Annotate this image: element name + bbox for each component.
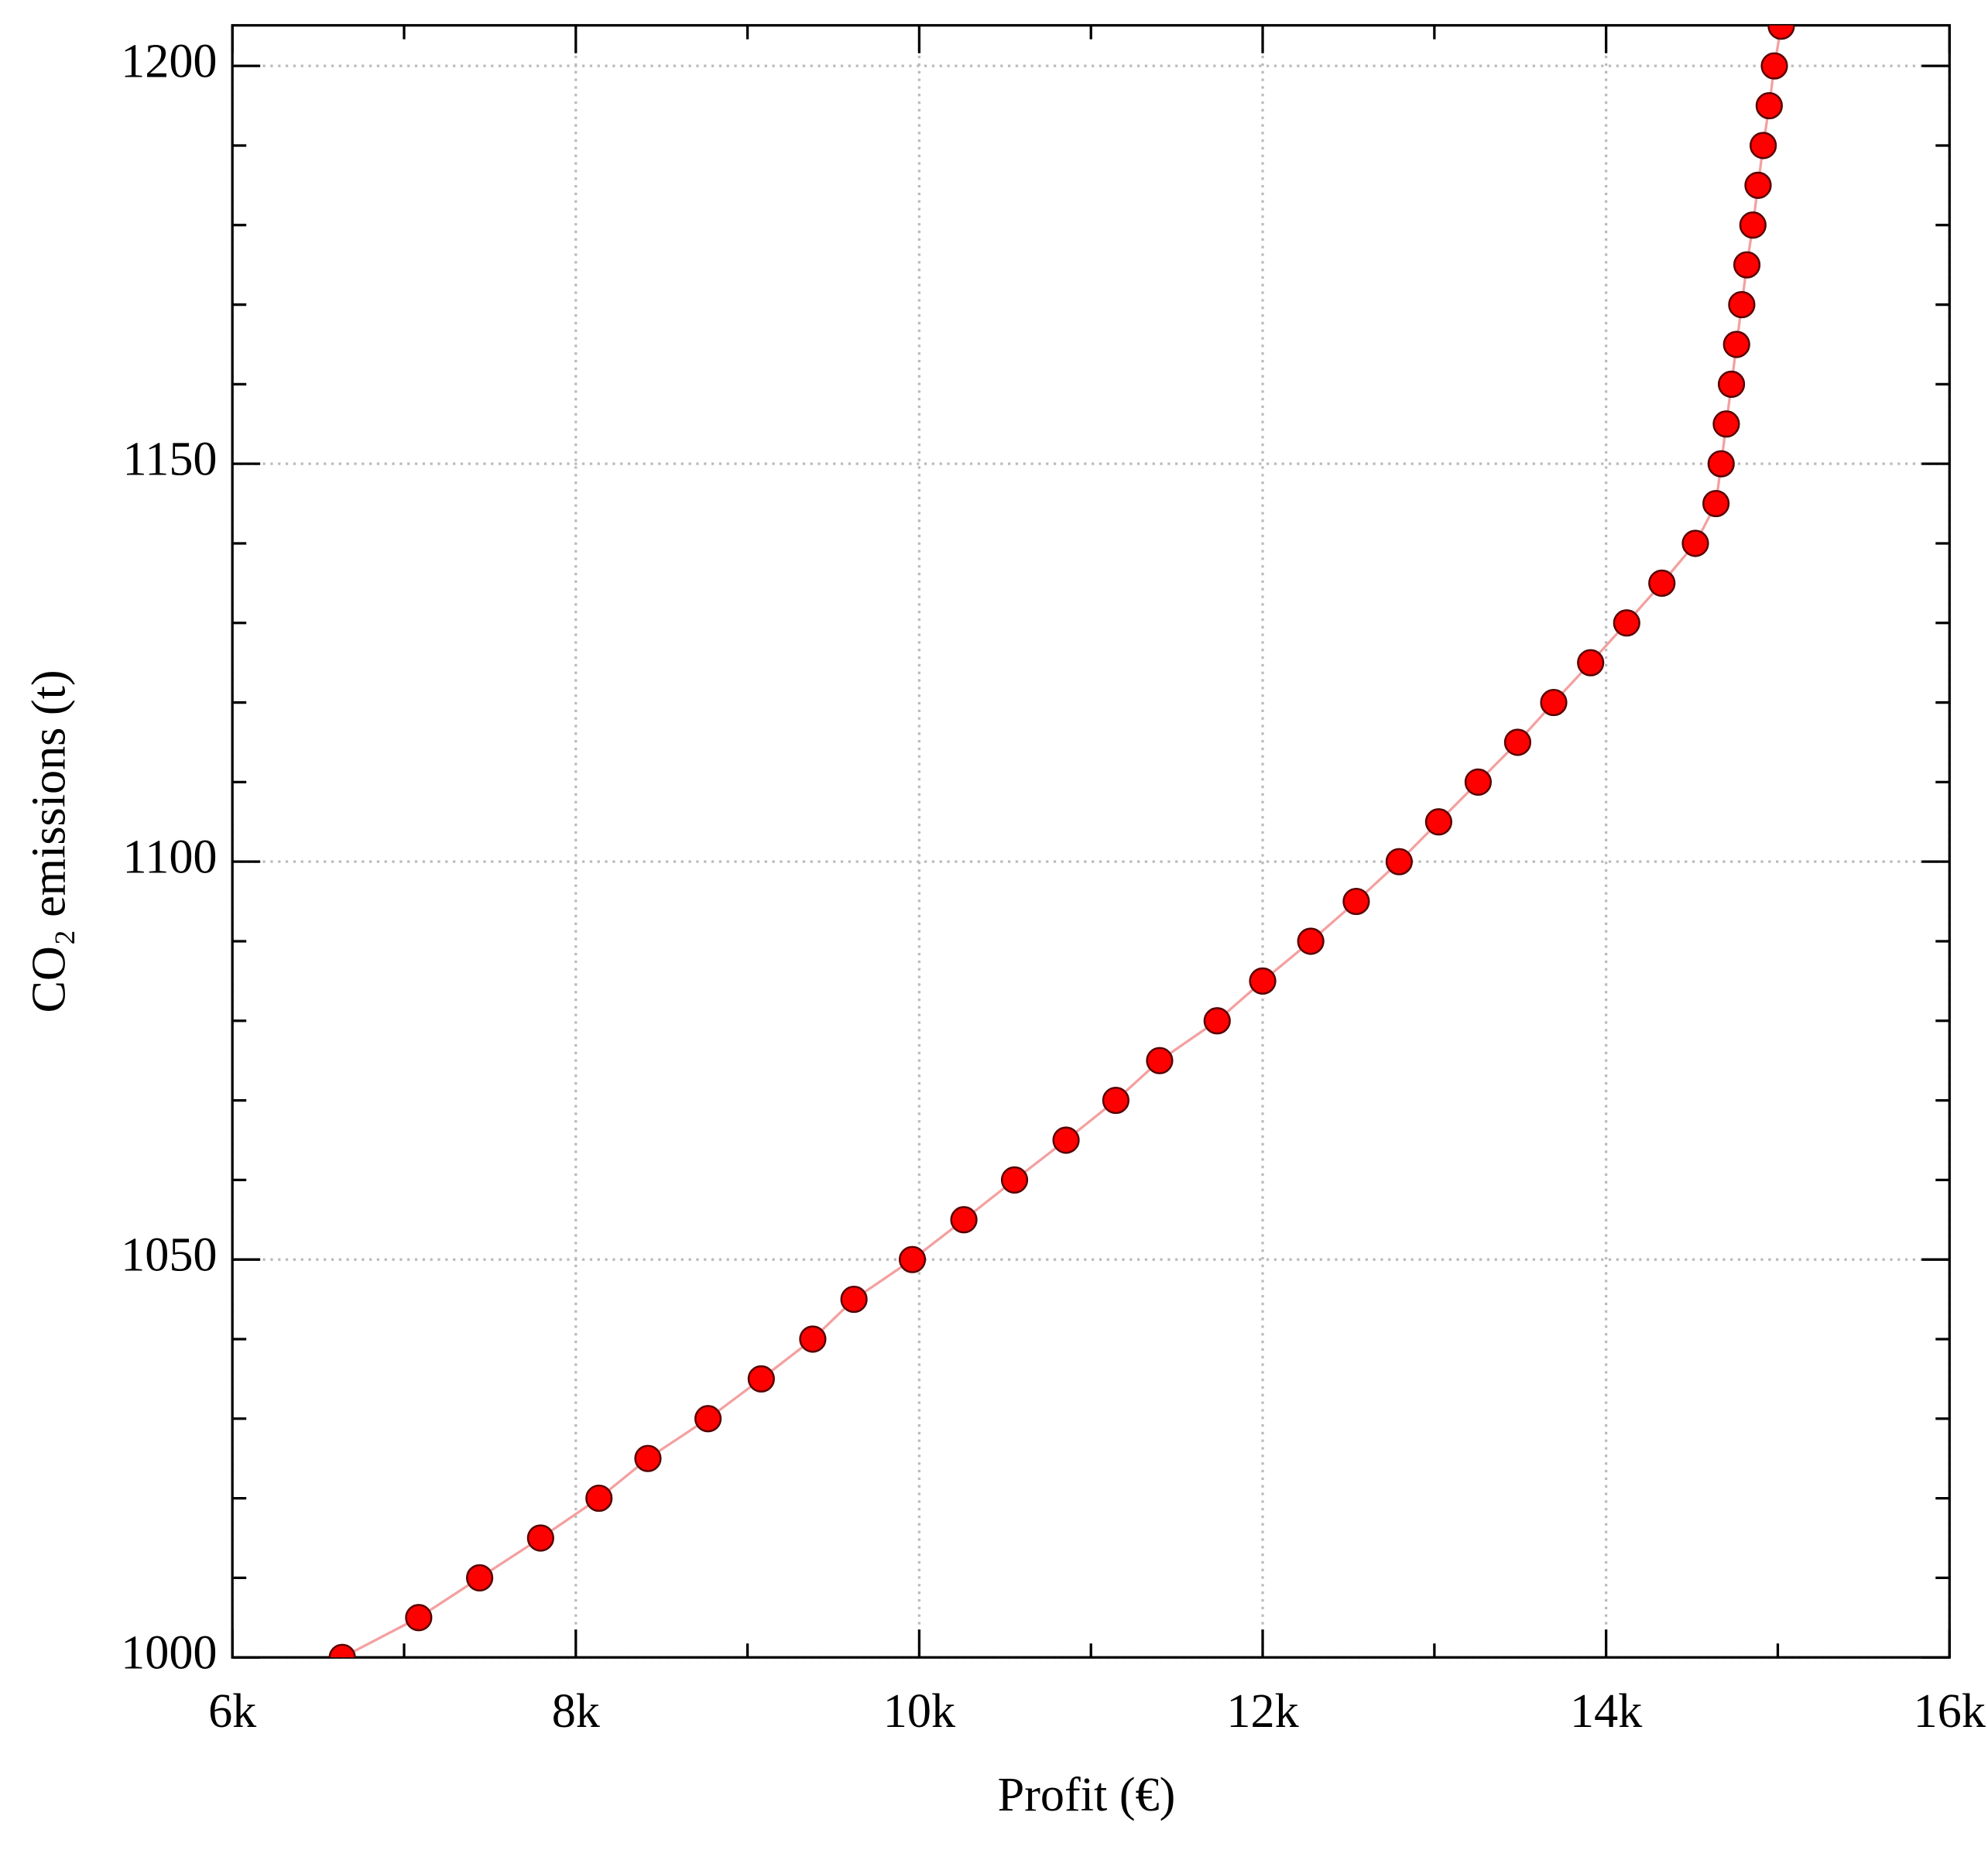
point: [1577, 649, 1605, 677]
point: [1203, 1007, 1231, 1035]
point: [1744, 171, 1772, 199]
point: [1767, 25, 1795, 40]
point: [1385, 848, 1413, 875]
point: [747, 1365, 775, 1393]
x-axis-label: Profit (€): [998, 1769, 1176, 1821]
point: [1540, 688, 1568, 717]
point: [1728, 290, 1756, 319]
point: [1739, 211, 1767, 239]
point: [1750, 132, 1777, 159]
point: [1464, 768, 1493, 796]
point: [1342, 887, 1370, 916]
y-tick-label: 1150: [122, 433, 217, 485]
point: [1648, 569, 1676, 597]
x-tick-label: 6k: [208, 1685, 257, 1738]
trend-line: [341, 26, 1783, 1658]
x-tick-label: 14k: [1570, 1685, 1643, 1738]
point: [1702, 489, 1730, 518]
point: [1707, 450, 1735, 478]
point: [328, 1643, 356, 1658]
point: [694, 1405, 722, 1433]
point: [585, 1484, 613, 1513]
point: [1755, 91, 1783, 120]
point: [1249, 967, 1277, 995]
point: [1760, 52, 1788, 80]
y-tick-label: 1100: [122, 831, 217, 883]
point: [1146, 1047, 1174, 1074]
point: [1681, 529, 1709, 557]
x-tick-label: 16k: [1914, 1685, 1986, 1738]
point: [799, 1325, 827, 1353]
y-axis-label: CO₂ emissions (t): [23, 670, 76, 1012]
point: [898, 1245, 927, 1273]
x-tick-label: 12k: [1226, 1685, 1299, 1738]
x-tick-label: 10k: [883, 1685, 956, 1738]
point: [1102, 1086, 1129, 1115]
x-tick-label: 8k: [552, 1685, 601, 1738]
point: [526, 1524, 554, 1552]
point: [1613, 609, 1640, 637]
point: [634, 1444, 662, 1472]
point: [1000, 1166, 1029, 1194]
plot-area: [328, 25, 1795, 1658]
point: [840, 1285, 868, 1314]
y-tick-label: 1050: [121, 1228, 217, 1281]
point: [950, 1206, 978, 1234]
point: [1297, 927, 1325, 955]
point: [1712, 410, 1740, 438]
point: [1717, 370, 1746, 398]
point: [465, 1564, 494, 1591]
point: [1733, 251, 1761, 279]
point: [1424, 808, 1452, 836]
y-tick-label: 1000: [121, 1626, 217, 1679]
point: [1052, 1126, 1080, 1154]
point: [1503, 728, 1532, 756]
point: [1722, 331, 1750, 358]
y-tick-label: 1200: [121, 35, 217, 87]
plot-frame: [231, 24, 1951, 1659]
point: [405, 1604, 433, 1632]
